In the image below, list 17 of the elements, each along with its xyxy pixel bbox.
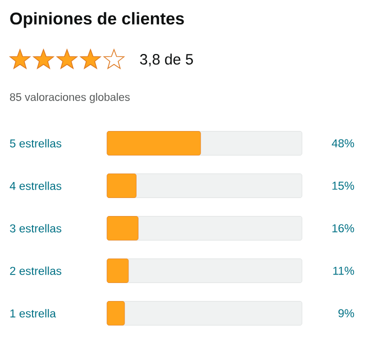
bar xyxy=(106,258,129,283)
data-label: 48% xyxy=(332,139,354,148)
y-tick-label: 2 estrellas xyxy=(10,266,62,275)
data-label: 9% xyxy=(338,309,354,318)
y-tick-label: 5 estrellas xyxy=(10,139,62,148)
bar xyxy=(106,301,125,326)
y-tick-label: 4 estrellas xyxy=(10,182,62,190)
chart-title: Opiniones de clientes xyxy=(10,12,184,28)
y-tick-label: 1 estrella xyxy=(10,309,56,318)
bar xyxy=(106,174,136,198)
bar xyxy=(106,216,138,240)
data-label: 15% xyxy=(332,182,354,190)
y-tick-label: 3 estrellas xyxy=(10,224,62,232)
data-label: 11% xyxy=(333,266,354,275)
text: 85 valoraciones globales xyxy=(10,92,130,104)
data-label: 16% xyxy=(332,224,354,232)
chart-subtitle: 3,8 de 5 xyxy=(140,54,193,66)
